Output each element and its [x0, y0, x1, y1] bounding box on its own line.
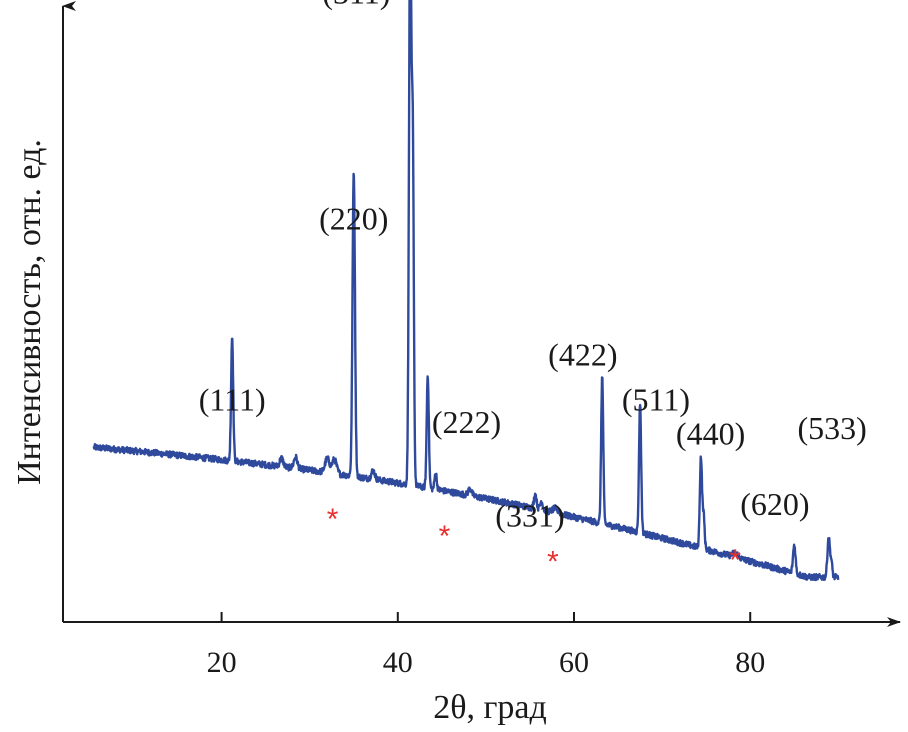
diffraction-line	[92, 0, 840, 582]
peak-label-533: (533)	[798, 410, 867, 446]
peak-label-511: (511)	[622, 382, 690, 418]
impurity-markers: * * * *	[327, 503, 742, 578]
y-axis-title: Интенсивность, отн. ед.	[11, 139, 48, 485]
x-tick-label-20: 20	[207, 646, 237, 679]
impurity-marker-1: *	[327, 503, 339, 536]
x-axis-title: 2θ, град	[433, 689, 547, 726]
impurity-marker-2: *	[439, 520, 451, 553]
peak-label-220: (220)	[319, 201, 388, 237]
x-ticks	[220, 612, 752, 622]
peak-labels: (111) (220) (311) (222) (331) (422)(511)(440)…	[199, 0, 867, 533]
x-tick-label-60: 60	[559, 646, 589, 679]
x-tick-label-80: 80	[735, 646, 765, 679]
impurity-marker-3: *	[547, 546, 559, 579]
peak-label-620: (620)	[740, 486, 809, 522]
peak-label-422: (422)	[548, 336, 617, 372]
x-tick-labels: 20 40 60 80	[207, 646, 766, 679]
peak-label-311: (311)	[322, 0, 390, 11]
x-tick-label-40: 40	[383, 646, 413, 679]
impurity-marker-4: *	[729, 544, 741, 577]
peak-label-331: (331)	[495, 497, 564, 533]
peak-label-111: (111)	[199, 382, 266, 418]
peak-label-222: (222)	[432, 404, 501, 440]
peak-label-440: (440)	[676, 415, 745, 451]
